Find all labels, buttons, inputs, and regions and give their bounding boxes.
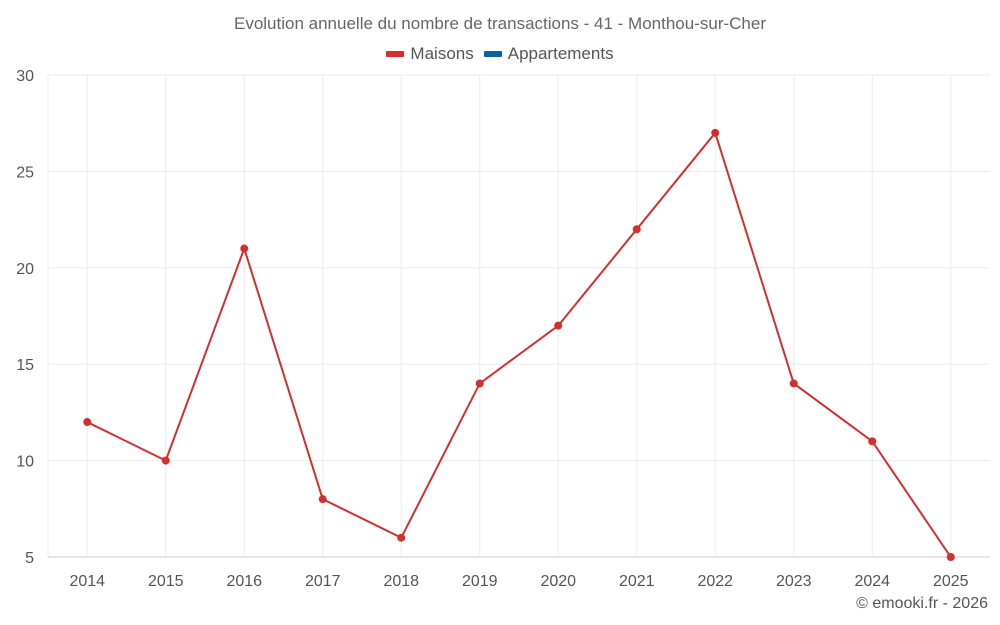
x-tick-label: 2015	[148, 573, 184, 590]
data-point	[711, 128, 720, 137]
x-tick-label: 2014	[69, 573, 105, 590]
data-point	[946, 553, 955, 561]
x-tick-label: 2020	[540, 573, 576, 590]
x-tick-label: 2022	[697, 573, 733, 590]
x-tick-label: 2024	[854, 573, 890, 590]
series-line-maisons	[86, 130, 952, 558]
x-tick-label: 2021	[619, 573, 655, 590]
data-point	[554, 321, 563, 330]
legend-label-maisons: Maisons	[410, 44, 474, 63]
x-tick-label: 2018	[383, 573, 419, 590]
data-point	[161, 456, 170, 465]
data-point	[475, 379, 484, 388]
x-tick-label: 2025	[933, 573, 969, 590]
data-point	[632, 225, 641, 234]
data-point	[868, 437, 877, 446]
y-tick-label: 25	[16, 164, 34, 181]
x-tick-label: 2016	[226, 573, 262, 590]
y-tick-label: 5	[25, 550, 34, 567]
data-point	[240, 244, 249, 253]
chart-title: Evolution annuelle du nombre de transact…	[233, 14, 766, 33]
x-tick-label: 2023	[776, 573, 812, 590]
y-tick-label: 30	[16, 68, 34, 85]
data-point	[397, 533, 406, 542]
y-tick-label: 15	[16, 357, 34, 374]
legend-item-maisons[interactable]: Maisons	[386, 44, 474, 64]
credit-text: © emooki.fr - 2026	[856, 595, 988, 612]
x-tick-label: 2019	[462, 573, 498, 590]
legend-label-appartements: Appartements	[507, 44, 614, 63]
y-tick-label: 20	[16, 261, 34, 278]
y-tick-label: 10	[16, 454, 34, 471]
data-point	[789, 379, 798, 388]
legend-item-appartements[interactable]: Appartements	[483, 44, 614, 64]
x-tick-label: 2017	[305, 573, 341, 590]
data-point	[83, 418, 92, 427]
legend-swatch-appartements	[483, 51, 502, 57]
chart-legend: Maisons Appartements	[0, 44, 1000, 64]
data-point	[318, 495, 327, 504]
legend-swatch-maisons	[386, 51, 405, 57]
